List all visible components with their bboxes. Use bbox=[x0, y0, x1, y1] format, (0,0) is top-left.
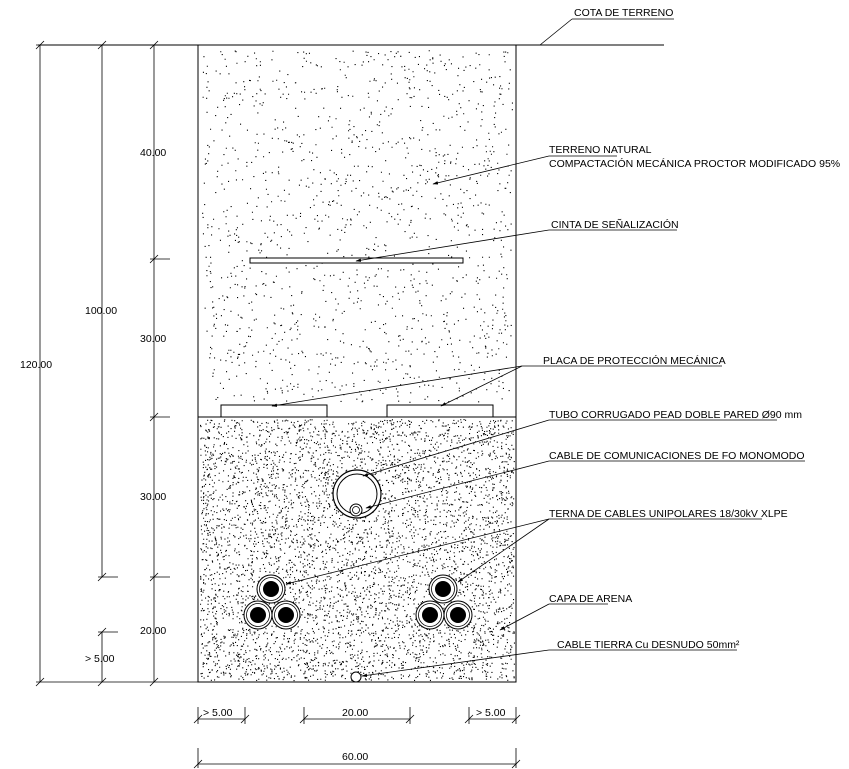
dim-gt5-vertical: > 5.00 bbox=[85, 653, 115, 665]
label-compactacion: COMPACTACIÓN MECÁNICA PROCTOR MODIFICADO… bbox=[549, 157, 840, 170]
trench-outline bbox=[197, 44, 517, 683]
warning-tape bbox=[249, 257, 464, 264]
sand-layer-fill bbox=[200, 419, 515, 682]
dim-100: 100.00 bbox=[85, 305, 117, 317]
protection-plate-right bbox=[386, 404, 494, 418]
label-cinta-senalizacion: CINTA DE SEÑALIZACIÓN bbox=[551, 218, 679, 231]
dim-gt5-left: > 5.00 bbox=[203, 707, 233, 719]
label-capa-arena: CAPA DE ARENA bbox=[549, 593, 632, 605]
dim-120: 120.00 bbox=[20, 359, 52, 371]
power-cable bbox=[243, 600, 273, 630]
power-cable bbox=[443, 600, 473, 630]
dim-60: 60.00 bbox=[342, 751, 368, 763]
dim-20: 20.00 bbox=[140, 625, 166, 637]
power-cable bbox=[428, 574, 458, 604]
horizontal-dimensions bbox=[193, 707, 521, 769]
vertical-dimensions bbox=[35, 40, 198, 687]
fiber-optic-cable bbox=[349, 503, 363, 517]
natural-soil-fill bbox=[202, 50, 513, 403]
label-placa-proteccion: PLACA DE PROTECCIÓN MECÁNICA bbox=[543, 354, 726, 367]
label-terna-cables: TERNA DE CABLES UNIPOLARES 18/30kV XLPE bbox=[549, 508, 788, 520]
power-cable bbox=[271, 600, 301, 630]
dim-20-horizontal: 20.00 bbox=[342, 707, 368, 719]
dim-40: 40.00 bbox=[140, 147, 166, 159]
dim-30-top: 30.00 bbox=[140, 333, 166, 345]
power-cable bbox=[415, 600, 445, 630]
protection-plate-left bbox=[220, 404, 328, 418]
leader-lines bbox=[271, 18, 805, 677]
earth-cable bbox=[350, 671, 362, 683]
label-cable-tierra: CABLE TIERRA Cu DESNUDO 50mm² bbox=[557, 639, 740, 651]
dim-30-bottom: 30.00 bbox=[140, 491, 166, 503]
label-cable-fo: CABLE DE COMUNICACIONES DE FO MONOMODO bbox=[549, 450, 805, 462]
label-terreno-natural: TERRENO NATURAL bbox=[549, 144, 652, 156]
label-tubo-corrugado: TUBO CORRUGADO PEAD DOBLE PARED Ø90 mm bbox=[549, 409, 802, 421]
power-cable bbox=[256, 574, 286, 604]
label-cota-terreno: COTA DE TERRENO bbox=[574, 7, 673, 19]
dim-gt5-right: > 5.00 bbox=[476, 707, 506, 719]
